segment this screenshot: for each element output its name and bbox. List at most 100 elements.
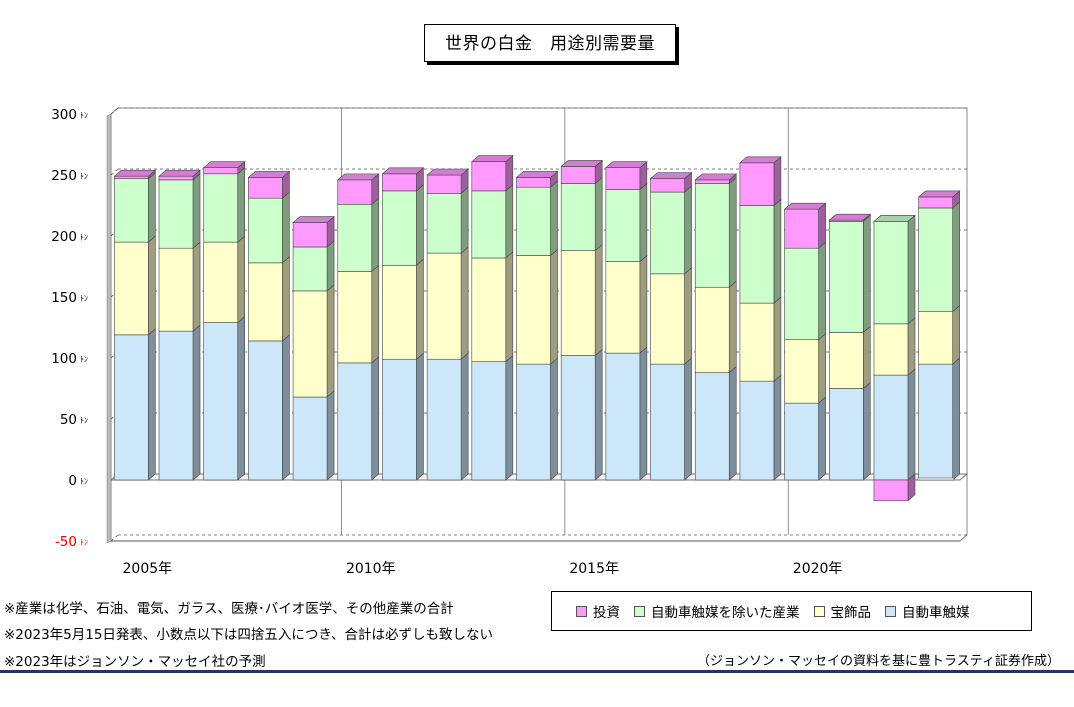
bar-top [694, 173, 738, 181]
bar-segment [784, 339, 819, 404]
bar-top [917, 190, 961, 198]
bar-top [426, 168, 469, 176]
bar-segment [560, 166, 596, 184]
bar-segment-side [773, 198, 782, 304]
legend-label: 宝飾品 [830, 605, 872, 621]
bar-segment-side [684, 185, 692, 275]
bar-segment [828, 332, 864, 389]
bar-segment [471, 190, 507, 259]
bar-segment-side [773, 374, 782, 481]
bar-segment-side [237, 315, 246, 481]
bar-segment [337, 271, 373, 364]
gridline-diagonal [110, 168, 119, 176]
bar-segment [292, 290, 328, 398]
bar-segment-side [505, 184, 514, 259]
bar-segment-side [550, 357, 558, 481]
y-tick-unit: ﾄﾝ [80, 355, 88, 364]
bar-segment [203, 322, 239, 481]
bar-segment [426, 358, 462, 481]
footnote-release-date: ※2023年5月15日発表、小数点以下は四捨五入につき、合計は必ずしも致しない [4, 627, 493, 643]
bar-segment-side [684, 357, 692, 481]
bar-segment [650, 191, 685, 275]
gridline-diagonal [110, 107, 119, 115]
bar-top [739, 156, 782, 164]
bar-segment-side [326, 390, 335, 481]
bar-segment [650, 273, 685, 365]
bar-segment [426, 193, 462, 254]
bar-top [649, 172, 693, 179]
bar-segment-side [326, 240, 335, 292]
bar-segment [292, 222, 328, 248]
bar-top [292, 216, 335, 223]
y-tick-label: 250 [51, 168, 77, 184]
bar-segment-side [907, 214, 916, 325]
bar-segment [650, 178, 685, 193]
bar-segment-side [550, 248, 558, 365]
bar-segment [337, 203, 373, 272]
bar-top [560, 160, 603, 167]
bar-segment [203, 167, 239, 175]
bar-segment [382, 358, 417, 481]
bar-segment [739, 205, 775, 304]
bar-segment [873, 221, 909, 325]
bar-top [247, 171, 291, 178]
bar-segment [471, 257, 507, 362]
bar-segment [828, 388, 864, 481]
floor-stub [917, 477, 955, 481]
legend-item: 投資 [576, 601, 620, 621]
bar-segment [784, 247, 819, 340]
bar-segment-side [773, 156, 782, 207]
bar-segment [114, 178, 149, 243]
bar-segment [471, 361, 507, 481]
bar-segment [158, 330, 194, 481]
legend-swatch [634, 605, 645, 617]
bar-segment [248, 340, 283, 481]
y-tick-unit: ﾄﾝ [80, 416, 88, 425]
bar-segment [382, 173, 417, 192]
legend-item: 自動車触媒 [885, 601, 970, 621]
bar-segment [158, 179, 194, 249]
bar-segment [114, 175, 149, 179]
bar-segment-side [818, 202, 826, 249]
y-axis-side [106, 113, 112, 544]
bar-segment-side [728, 365, 737, 481]
footnote-industry: ※産業は化学、石油、電気、ガラス、医療･バイオ医学、その他産業の合計 [4, 601, 454, 617]
y-tick-label: 50 [60, 412, 77, 428]
bar-segment-side [416, 258, 424, 360]
bar-segment-side [818, 333, 826, 404]
bar-segment-side [684, 267, 692, 365]
legend-swatch [885, 605, 896, 617]
bar-segment-side [594, 243, 603, 357]
bar-segment [248, 262, 283, 342]
bar-top [605, 161, 648, 168]
y-tick-unit: ﾄﾝ [80, 233, 88, 242]
bar-segment-side [148, 172, 156, 243]
bar-segment [739, 380, 775, 481]
bar-segment [248, 197, 283, 264]
bar-segment [694, 372, 730, 481]
bar-segment-side [282, 334, 290, 481]
bar-top [113, 169, 157, 177]
bar-segment [292, 246, 328, 292]
bar-segment-side [818, 241, 826, 341]
bar-segment-side [192, 324, 201, 481]
bar-segment [337, 179, 373, 205]
bar-segment [918, 363, 953, 481]
bar-segment [158, 175, 194, 181]
bar-segment [471, 161, 507, 192]
bar-segment [337, 362, 373, 481]
bar-segment-side [192, 173, 201, 249]
bar-segment-side [728, 280, 737, 374]
bar-segment-side [326, 284, 335, 398]
footnote-forecast: ※2023年はジョンソン・マッセイ社の予測 [4, 654, 266, 670]
bar-segment-side [371, 197, 380, 273]
bar-segment [873, 323, 909, 376]
bar-segment [694, 183, 730, 288]
y-tick-unit: ﾄﾝ [80, 294, 88, 303]
bar-segment-side [416, 184, 424, 266]
legend-item: 宝飾品 [813, 601, 872, 621]
bar-segment [739, 302, 775, 382]
bar-segment-side [952, 304, 960, 365]
x-tick-label: 2005年 [123, 561, 173, 577]
